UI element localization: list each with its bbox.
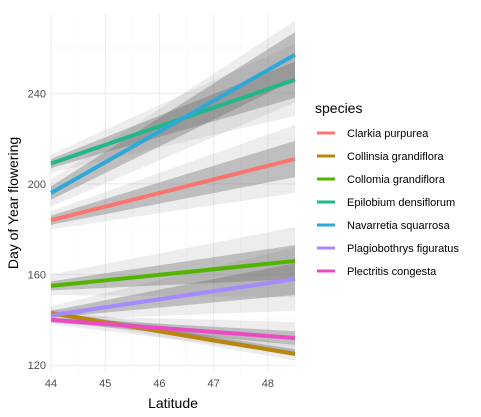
legend-label: Collomia grandiflora <box>347 174 446 186</box>
legend-label: Collinsia grandiflora <box>347 151 444 163</box>
series-line-2 <box>50 258 296 288</box>
legend-label: Navarretia squarrosa <box>347 220 451 232</box>
legend: species Clarkia purpurea Collinsia grandi… <box>315 100 459 280</box>
legend-item: Collomia grandiflora <box>315 170 446 188</box>
legend-label: Epilobium densiflorum <box>347 197 455 209</box>
series-line-5 <box>50 277 296 318</box>
y-tick-label: 120 <box>28 360 46 372</box>
legend-title: species <box>315 100 362 116</box>
legend-item: Plagiobothrys figuratus <box>315 239 459 257</box>
series-line-6 <box>50 317 296 341</box>
legend-item: Epilobium densiflorum <box>315 193 455 211</box>
x-tick-label: 46 <box>153 378 165 390</box>
series-line-0 <box>50 157 296 223</box>
grid <box>50 14 295 372</box>
y-tick-label: 240 <box>28 88 46 100</box>
series-line-1 <box>50 311 296 356</box>
y-axis-title: Day of Year flowering <box>5 137 21 269</box>
legend-item: Clarkia purpurea <box>315 124 429 142</box>
legend-item: Navarretia squarrosa <box>315 216 451 234</box>
x-tick-label: 48 <box>262 378 274 390</box>
y-tick-label: 160 <box>28 270 46 282</box>
y-axis-ticks: 120 160 200 240 <box>28 88 46 372</box>
x-tick-label: 45 <box>99 378 111 390</box>
series-line-4 <box>50 53 296 195</box>
legend-label: Clarkia purpurea <box>347 128 429 140</box>
legend-items: Clarkia purpurea Collinsia grandiflora Col… <box>315 124 459 280</box>
legend-label: Plagiobothrys figuratus <box>347 243 459 255</box>
y-tick-label: 200 <box>28 179 46 191</box>
legend-item: Collinsia grandiflora <box>315 147 444 165</box>
x-axis-ticks: 44 45 46 47 48 <box>45 378 274 390</box>
ci-inner-ribbon-5 <box>51 263 295 318</box>
legend-label: Plectritis congesta <box>347 266 437 278</box>
x-axis-title: Latitude <box>148 395 198 411</box>
legend-item: Plectritis congesta <box>315 262 437 280</box>
trend-lines <box>50 53 296 356</box>
x-tick-label: 47 <box>208 378 220 390</box>
x-tick-label: 44 <box>45 378 57 390</box>
ci-outer-ribbon-3 <box>51 43 295 173</box>
